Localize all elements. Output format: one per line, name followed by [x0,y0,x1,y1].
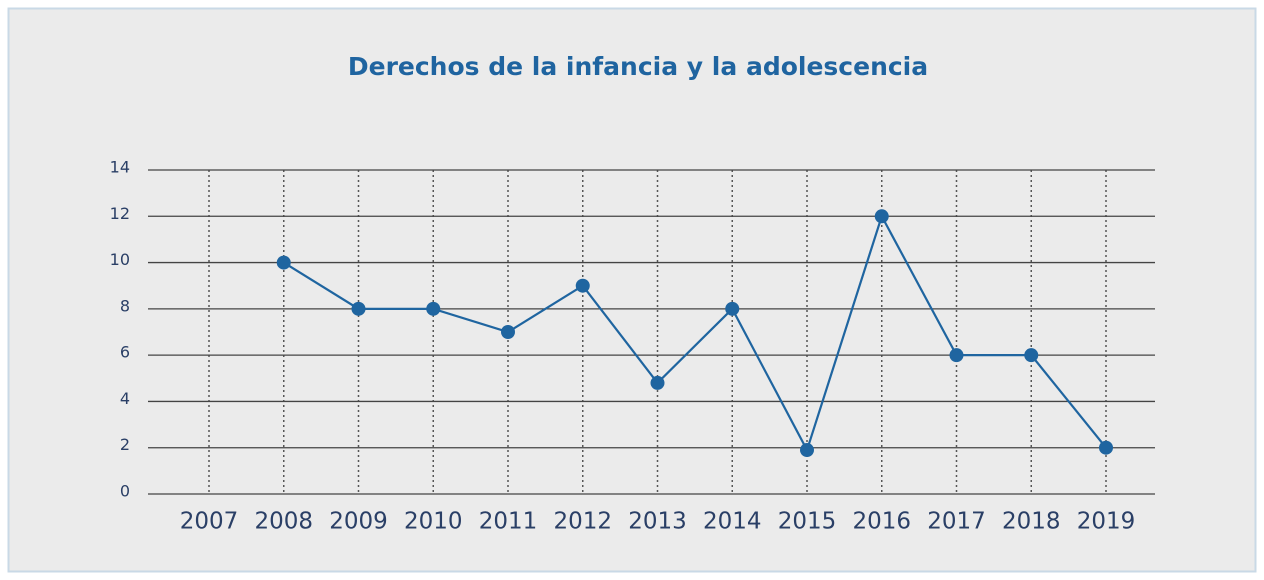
data-point [650,375,665,390]
x-tick-label: 2013 [628,509,687,535]
y-tick-label: 6 [120,343,130,362]
series-line [283,213,1107,453]
y-tick-label: 14 [110,158,130,177]
y-tick-label: 0 [120,482,130,501]
x-tick-label: 2018 [1002,509,1061,535]
data-point [949,348,964,363]
data-point [351,301,366,316]
y-tick-label: 12 [110,204,130,223]
x-tick-label: 2010 [404,509,463,535]
data-point [1024,348,1039,363]
x-tick-label: 2011 [479,509,538,535]
data-point [1099,440,1113,455]
x-tick-label: 2019 [1077,509,1136,535]
y-tick-label: 2 [120,435,130,454]
y-tick-label: 10 [110,250,130,269]
x-tick-label: 2009 [329,509,388,535]
panel [7,7,1257,573]
data-point [426,301,441,316]
y-tick-label: 4 [120,389,130,408]
data-point [874,209,889,224]
data-point [501,325,515,339]
x-tick-label: 2016 [852,509,911,535]
data-point [575,278,590,293]
x-tick-label: 2014 [703,509,762,535]
x-tick-label: 2017 [927,509,986,535]
y-tick-label: 8 [120,296,130,315]
data-point [276,255,291,270]
x-tick-label: 2008 [254,509,313,535]
data-point [800,443,814,458]
data-point [725,301,740,316]
x-tick-label: 2007 [180,509,239,535]
chart-title: Derechos de la infancia y la adolescenci… [348,52,928,81]
x-tick-label: 2015 [778,509,837,535]
x-tick-label: 2012 [553,509,612,535]
